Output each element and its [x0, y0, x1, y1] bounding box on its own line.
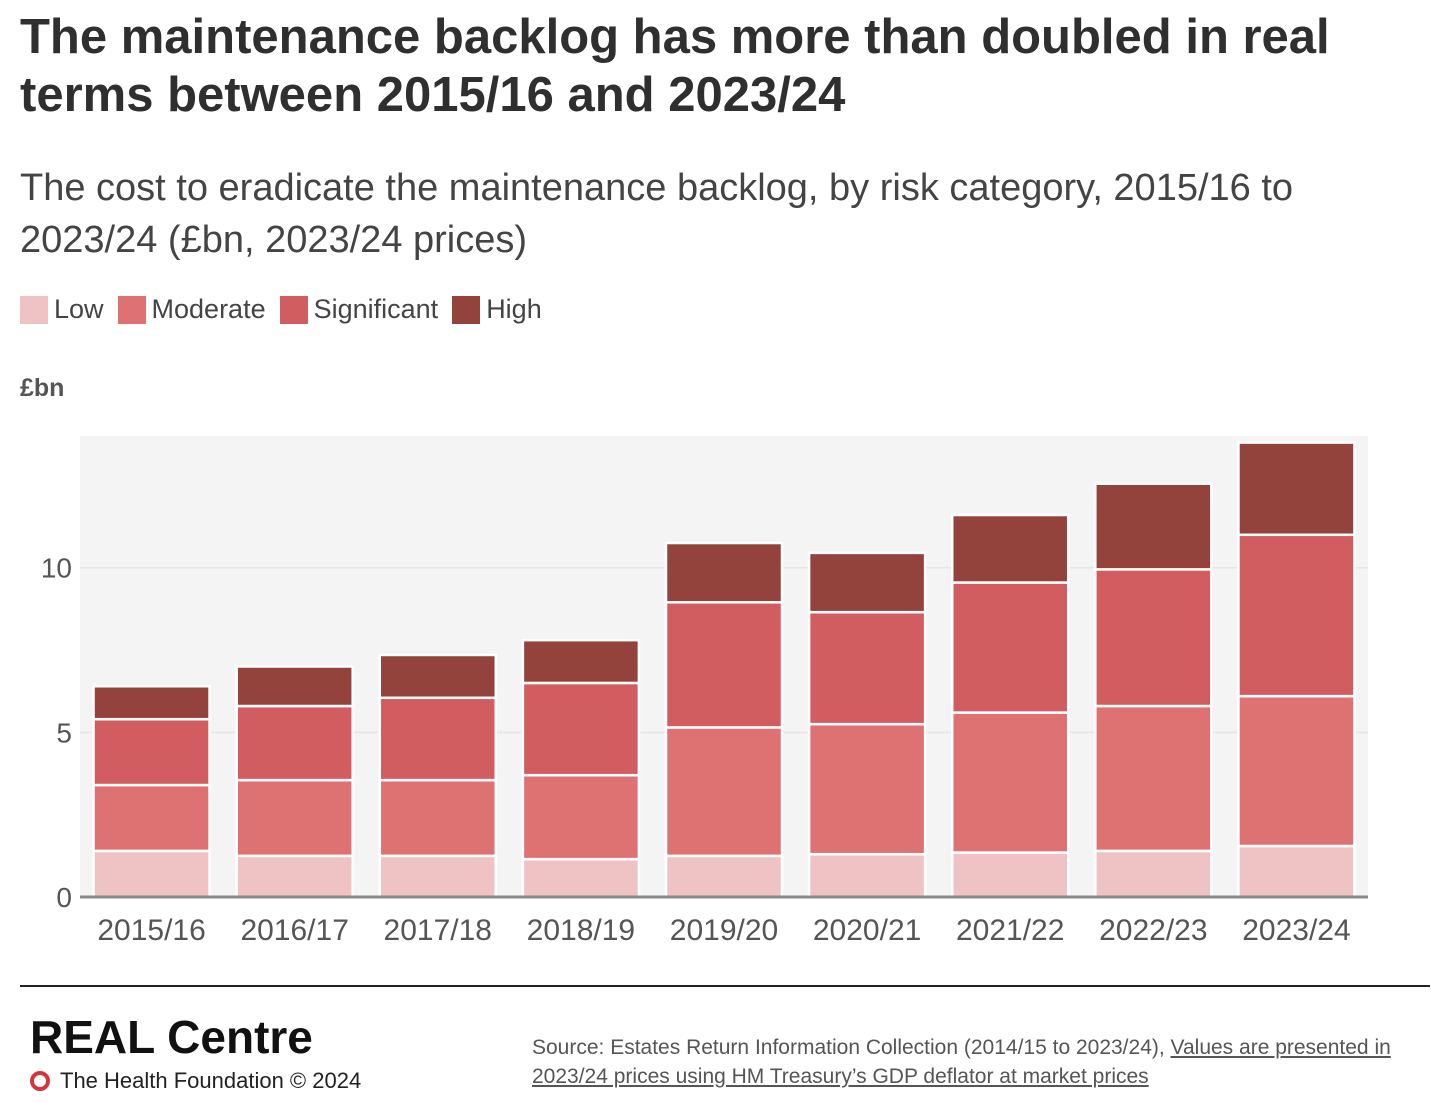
bar-segment [807, 852, 927, 899]
bar-segment [1094, 704, 1213, 853]
bar-segment [92, 717, 211, 787]
bar-segment [92, 849, 211, 899]
bar-segment [807, 610, 927, 726]
circle-logo-icon [30, 1071, 50, 1091]
bar-segment [1237, 441, 1356, 537]
x-tick-label: 2022/23 [1099, 914, 1207, 947]
brand-logo-text: REAL Centre [30, 1011, 313, 1063]
y-tick-label: 5 [56, 717, 72, 748]
x-tick-label: 2023/24 [1242, 914, 1350, 947]
source-note: Source: Estates Return Information Colle… [532, 1033, 1412, 1091]
organisation-name: The Health Foundation © 2024 [60, 1068, 362, 1093]
bar-segment [521, 681, 641, 777]
bar-segment [235, 704, 354, 782]
legend-swatch-high [452, 295, 481, 324]
bar-segment [521, 773, 641, 861]
bar-segment [378, 696, 498, 782]
bar-segment [378, 653, 498, 700]
footer-divider [20, 985, 1430, 987]
y-tick-label: 10 [41, 553, 72, 584]
x-tick-label: 2018/19 [527, 914, 635, 947]
legend: Low Moderate Significant High [20, 294, 556, 325]
bar-segment [1094, 482, 1213, 571]
bar-segment [235, 778, 354, 858]
bar-segment [950, 711, 1070, 854]
organisation-credit: The Health Foundation © 2024 [30, 1068, 361, 1094]
bar-segment [807, 551, 927, 614]
bar-segment [378, 778, 498, 858]
chart-title: The maintenance backlog has more than do… [20, 10, 1330, 122]
legend-item-significant: Significant [279, 294, 439, 325]
legend-label-low: Low [54, 294, 104, 324]
bar-segment [92, 783, 211, 853]
bar-segment [664, 541, 784, 604]
x-tick-label: 2019/20 [670, 914, 778, 947]
bar-segment [664, 601, 784, 729]
bar-segment [664, 854, 784, 899]
bar-segment [92, 685, 211, 721]
legend-item-low: Low [20, 294, 104, 325]
source-text: Source: Estates Return Information Colle… [532, 1036, 1171, 1059]
chart-subtitle: The cost to eradicate the maintenance ba… [20, 167, 1294, 261]
legend-swatch-low [20, 295, 48, 324]
bar-segment [1237, 533, 1356, 698]
bar-segment [1237, 844, 1356, 899]
bar-segment [1094, 849, 1213, 899]
source-link[interactable]: Values are presented in 2023/24 prices u… [532, 1036, 1391, 1088]
bar-segment [521, 857, 641, 899]
legend-swatch-significant [279, 295, 308, 324]
bar-segment [1094, 568, 1213, 708]
bar-segment [950, 851, 1070, 899]
bar-segment [950, 581, 1070, 714]
bar-segment [807, 722, 927, 856]
bar-segment [235, 854, 354, 899]
legend-label-high: High [486, 294, 542, 324]
bar-segment [521, 638, 641, 685]
legend-swatch-moderate [117, 295, 146, 324]
legend-label-moderate: Moderate [151, 294, 266, 324]
bar-segment [950, 513, 1070, 584]
x-tick-label: 2021/22 [956, 914, 1064, 947]
x-tick-label: 2016/17 [240, 914, 348, 947]
bar-segment [235, 665, 354, 708]
bar-segment [664, 726, 784, 858]
x-tick-label: 2015/16 [97, 914, 205, 947]
x-tick-label: 2017/18 [384, 914, 492, 947]
stacked-bar-chart: 0 5 10 2015/16 2016/17 2017/18 2018/19 2019/20 2… [41, 436, 1368, 947]
x-tick-label: 2020/21 [813, 914, 921, 947]
y-tick-label: 0 [56, 882, 72, 913]
legend-item-moderate: Moderate [117, 294, 266, 325]
bar-segment [378, 854, 498, 899]
bar-segment [1237, 694, 1356, 848]
y-axis-unit-label: £bn [20, 374, 65, 402]
legend-item-high: High [452, 294, 542, 325]
legend-label-significant: Significant [313, 294, 439, 324]
